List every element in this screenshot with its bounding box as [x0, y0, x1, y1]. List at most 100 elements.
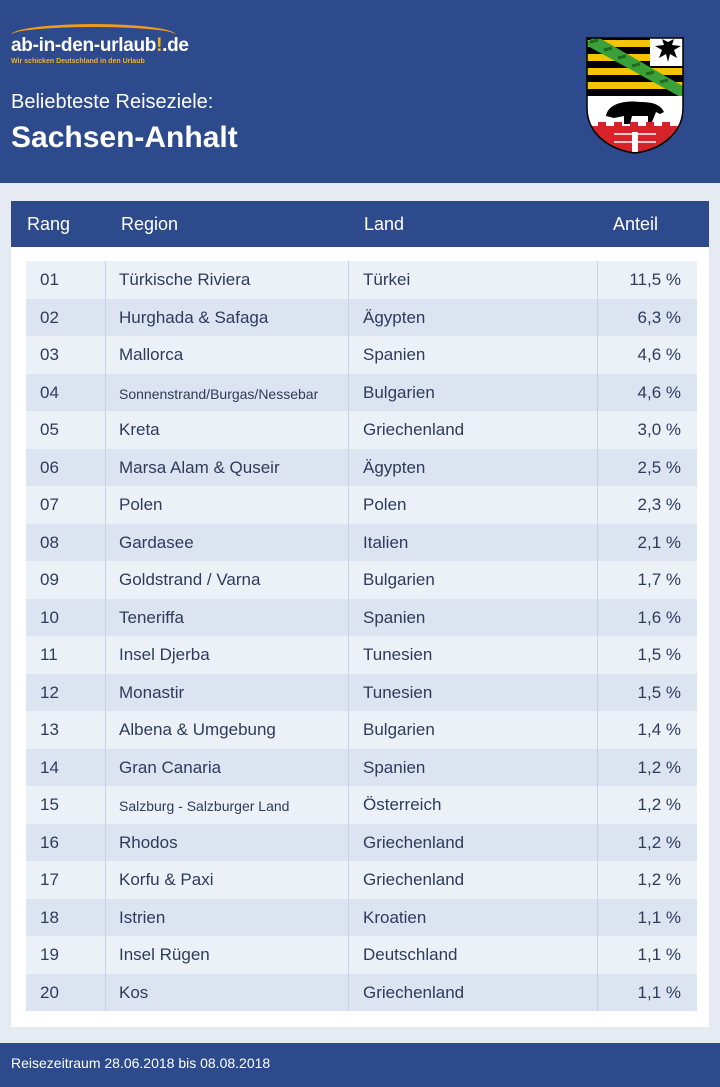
logo-arc-icon	[11, 24, 176, 46]
logo-tagline: Wir schicken Deutschland in den Urlaub	[11, 58, 145, 65]
share-cell: 1,7 %	[637, 570, 681, 589]
rank-cell: 17	[40, 870, 59, 889]
table-row: 04 Sonnenstrand/Burgas/Nessebar Bulgarien 4…	[26, 373, 697, 411]
land-cell: Österreich	[363, 795, 442, 814]
table-row: 14 Gran Canaria Spanien 1,2 %	[26, 748, 697, 786]
rank-cell: 19	[40, 945, 59, 964]
land-cell: Deutschland	[363, 945, 458, 964]
share-cell: 6,3 %	[637, 307, 681, 327]
table-row: 12 Monastir Tunesien 1,5 %	[26, 673, 697, 711]
region-cell: Insel Djerba	[119, 645, 210, 664]
share-cell: 4,6 %	[637, 345, 681, 364]
region-cell: Mallorca	[119, 345, 184, 364]
region-cell: Teneriffa	[119, 607, 184, 627]
rank-cell: 18	[40, 907, 59, 927]
land-cell: Bulgarien	[363, 720, 435, 739]
region-cell: Polen	[119, 495, 163, 514]
table-row: 08 Gardasee Italien 2,1 %	[26, 523, 697, 561]
rank-cell: 20	[40, 982, 59, 1002]
region-cell: Kos	[119, 982, 149, 1002]
land-cell: Ägypten	[363, 457, 426, 477]
table-row: 17 Korfu & Paxi Griechenland 1,2 %	[26, 861, 697, 899]
table-row: 07 Polen Polen 2,3 %	[26, 486, 697, 524]
header: ab-in-den-urlaub!.de Wir schicken Deutsc…	[0, 0, 720, 183]
column-divider	[105, 261, 106, 1011]
brand-logo[interactable]: ab-in-den-urlaub!.de Wir schicken Deutsc…	[11, 22, 201, 68]
land-cell: Kroatien	[363, 907, 427, 927]
land-cell: Griechenland	[363, 982, 465, 1002]
region-cell: Hurghada & Safaga	[119, 307, 269, 327]
logo-name: ab-in-den-urlaub	[11, 35, 157, 56]
column-divider	[597, 261, 598, 1011]
region-cell: Korfu & Paxi	[119, 870, 214, 889]
land-cell: Griechenland	[363, 832, 465, 852]
footer-note: Reisezeitraum 28.06.2018 bis 08.08.2018	[11, 1055, 271, 1071]
share-cell: 2,3 %	[637, 495, 681, 514]
table-row: 18 Istrien Kroatien 1,1 %	[26, 898, 697, 936]
land-cell: Polen	[363, 495, 407, 514]
page-title: Sachsen-Anhalt	[11, 121, 238, 154]
rank-cell: 13	[40, 720, 59, 739]
table-row: 06 Marsa Alam & Quseir Ägypten 2,5 %	[26, 448, 697, 486]
column-header-rank[interactable]: Rang	[27, 214, 71, 234]
share-cell: 2,5 %	[637, 457, 681, 477]
rank-cell: 09	[40, 570, 59, 589]
share-cell: 1,2 %	[637, 757, 681, 777]
footer: Reisezeitraum 28.06.2018 bis 08.08.2018	[0, 1043, 720, 1087]
share-cell: 1,1 %	[637, 982, 681, 1002]
region-cell: Gran Canaria	[119, 757, 222, 777]
region-cell: Goldstrand / Varna	[119, 570, 261, 589]
table-row: 01 Türkische Riviera Türkei 11,5 %	[26, 261, 697, 299]
share-cell: 2,1 %	[637, 532, 681, 552]
share-cell: 1,2 %	[637, 832, 681, 852]
rank-cell: 01	[40, 270, 59, 289]
rank-cell: 08	[40, 532, 59, 552]
coat-of-arms-icon	[586, 37, 684, 154]
table-row: 20 Kos Griechenland 1,1 %	[26, 973, 697, 1011]
rank-cell: 12	[40, 682, 59, 702]
logo-domain: .de	[162, 35, 189, 56]
column-header-share[interactable]: Anteil	[613, 214, 659, 234]
table-header: Rang Region Land Anteil	[11, 201, 709, 247]
table-row: 09 Goldstrand / Varna Bulgarien 1,7 %	[26, 561, 697, 599]
rank-cell: 11	[40, 645, 58, 664]
rank-cell: 15	[40, 795, 59, 814]
land-cell: Spanien	[363, 345, 426, 364]
table-row: 05 Kreta Griechenland 3,0 %	[26, 411, 697, 449]
logo-mark: !	[156, 35, 163, 56]
region-cell: Sonnenstrand/Burgas/Nessebar	[119, 385, 319, 402]
land-cell: Griechenland	[363, 870, 465, 889]
rank-cell: 14	[40, 757, 59, 777]
table-row: 19 Insel Rügen Deutschland 1,1 %	[26, 936, 697, 974]
share-cell: 1,5 %	[637, 645, 681, 664]
land-cell: Spanien	[363, 607, 426, 627]
share-cell: 1,6 %	[637, 607, 681, 627]
rank-cell: 10	[40, 607, 59, 627]
land-cell: Türkei	[363, 270, 411, 289]
rank-cell: 07	[40, 495, 59, 514]
column-divider	[348, 261, 349, 1011]
table-row: 13 Albena & Umgebung Bulgarien 1,4 %	[26, 711, 697, 749]
land-cell: Italien	[363, 532, 409, 552]
region-cell: Türkische Riviera	[119, 270, 251, 289]
share-cell: 1,1 %	[637, 907, 681, 927]
rank-cell: 05	[40, 420, 59, 439]
rank-cell: 04	[40, 382, 59, 402]
region-cell: Monastir	[119, 682, 185, 702]
share-cell: 4,6 %	[637, 382, 681, 402]
share-cell: 1,2 %	[637, 870, 681, 889]
land-cell: Bulgarien	[363, 382, 435, 402]
table-row: 03 Mallorca Spanien 4,6 %	[26, 336, 697, 374]
share-cell: 3,0 %	[637, 420, 681, 439]
region-cell: Istrien	[119, 907, 166, 927]
table-row: 15 Salzburg - Salzburger Land Österreich 1,…	[26, 786, 697, 824]
page-subtitle: Beliebteste Reiseziele:	[11, 91, 214, 113]
rank-cell: 03	[40, 345, 59, 364]
column-header-region[interactable]: Region	[121, 214, 179, 234]
table-row: 02 Hurghada & Safaga Ägypten 6,3 %	[26, 298, 697, 336]
land-cell: Tunesien	[363, 645, 433, 664]
column-header-land[interactable]: Land	[364, 214, 405, 234]
table-row: 11 Insel Djerba Tunesien 1,5 %	[26, 636, 697, 674]
rank-cell: 16	[40, 832, 59, 852]
table-row: 16 Rhodos Griechenland 1,2 %	[26, 823, 697, 861]
